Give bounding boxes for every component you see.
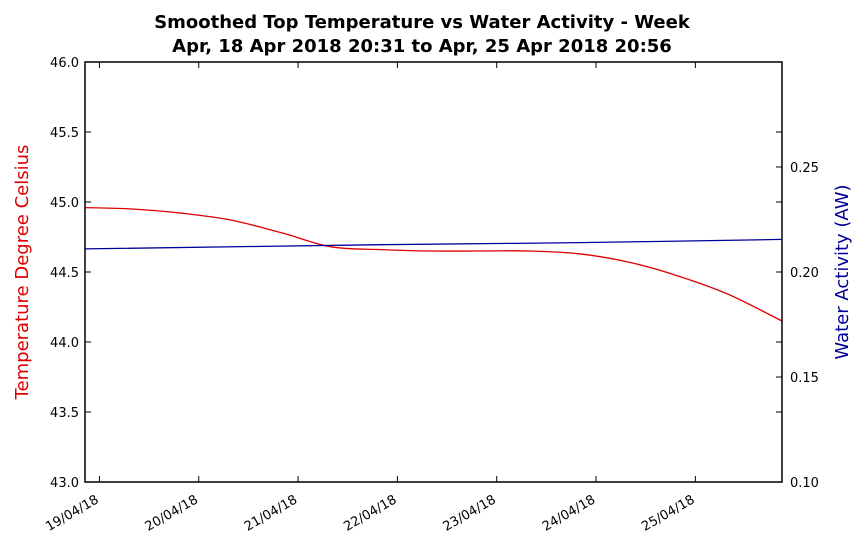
right-axis-label: Water Activity (AW) bbox=[832, 184, 853, 359]
right-tick-label: 0.25 bbox=[790, 161, 819, 176]
left-tick-label: 46.0 bbox=[50, 56, 79, 71]
x-tick-label: 24/04/18 bbox=[540, 492, 598, 534]
right-axis-ticks: 0.10 0.15 0.20 0.25 bbox=[776, 161, 819, 491]
temperature-line bbox=[84, 206, 783, 322]
left-tick-label: 44.5 bbox=[50, 266, 79, 281]
x-axis-ticks: 19/04/18 20/04/18 21/04/18 22/04/18 23/04/18… bbox=[43, 62, 697, 535]
x-tick-label: 19/04/18 bbox=[43, 492, 101, 534]
x-tick-label: 21/04/18 bbox=[242, 492, 300, 534]
plot-frame bbox=[84, 61, 783, 483]
x-tick-label: 23/04/18 bbox=[441, 492, 499, 534]
x-tick-label: 20/04/18 bbox=[143, 492, 201, 534]
chart-title-line1: Smoothed Top Temperature vs Water Activi… bbox=[154, 12, 691, 33]
chart-title-line2: Apr, 18 Apr 2018 20:31 to Apr, 25 Apr 20… bbox=[172, 36, 672, 57]
left-tick-label: 43.5 bbox=[50, 406, 79, 421]
water-activity-line bbox=[84, 238, 783, 250]
right-tick-label: 0.15 bbox=[790, 371, 819, 386]
left-axis-label: Temperature Degree Celsius bbox=[12, 145, 33, 401]
left-tick-label: 43.0 bbox=[50, 476, 79, 491]
left-tick-label: 44.0 bbox=[50, 336, 79, 351]
left-tick-label: 45.0 bbox=[50, 196, 79, 211]
x-tick-label: 22/04/18 bbox=[341, 492, 399, 534]
left-tick-label: 45.5 bbox=[50, 126, 79, 141]
series-layer bbox=[84, 206, 783, 322]
x-tick-label: 25/04/18 bbox=[639, 492, 697, 534]
right-tick-label: 0.20 bbox=[790, 266, 819, 281]
right-tick-label: 0.10 bbox=[790, 476, 819, 491]
